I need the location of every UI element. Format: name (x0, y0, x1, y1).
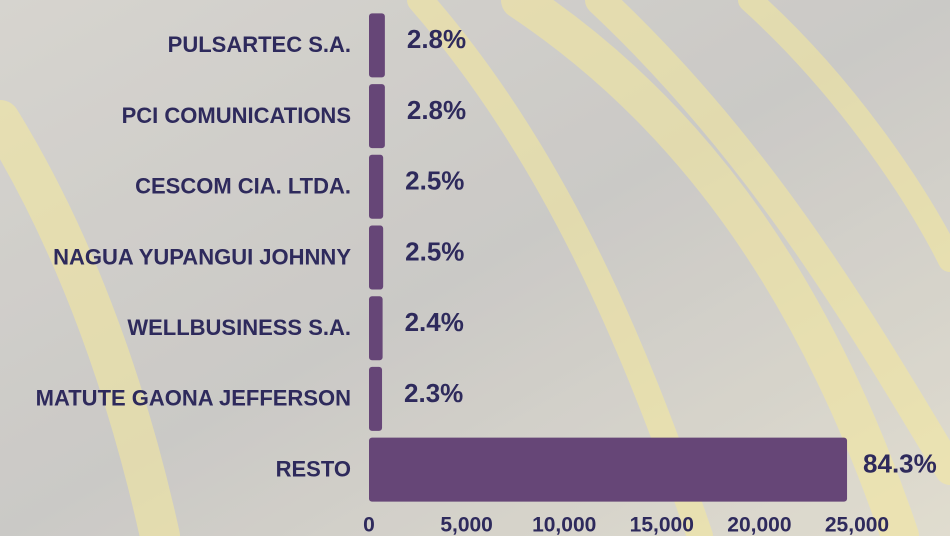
x-tick-label: 10,000 (532, 514, 596, 536)
bar (369, 437, 848, 502)
y-tick-label: RESTO (276, 456, 351, 481)
value-label: 2.3% (404, 378, 463, 408)
value-label: 2.8% (407, 95, 466, 125)
y-tick-label: PCI COMUNICATIONS (122, 103, 351, 128)
x-tick-label: 15,000 (630, 514, 694, 536)
bar (369, 296, 383, 361)
y-tick-label: NAGUA YUPANGUI JOHNNY (53, 244, 351, 269)
bar (369, 225, 384, 290)
y-tick-label: CESCOM CIA. LTDA. (135, 174, 351, 199)
y-tick-label: MATUTE GAONA JEFFERSON (36, 386, 351, 411)
value-label: 2.5% (405, 166, 464, 196)
value-label: 2.4% (405, 307, 464, 337)
bar (369, 366, 383, 431)
value-label: 2.8% (407, 24, 466, 54)
x-tick-label: 20,000 (727, 514, 791, 536)
y-tick-label: PULSARTEC S.A. (168, 32, 351, 57)
x-tick-label: 25,000 (825, 514, 889, 536)
value-label: 2.5% (405, 236, 464, 266)
bar (369, 13, 385, 78)
bar (369, 154, 384, 219)
y-tick-label: WELLBUSINESS S.A. (127, 315, 351, 340)
value-label: 84.3% (863, 449, 937, 479)
bar (369, 84, 385, 149)
x-tick-label: 0 (363, 514, 375, 536)
x-tick-label: 5,000 (440, 514, 493, 536)
